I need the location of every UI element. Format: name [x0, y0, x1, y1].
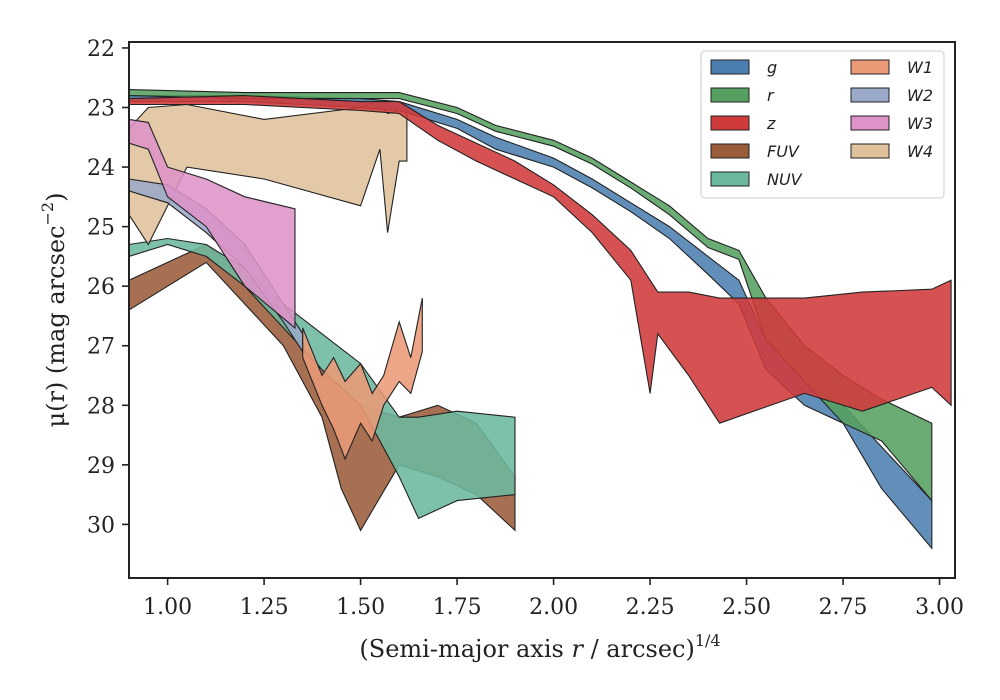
plot-frame: [128, 41, 956, 579]
x-axis-label: (Semi-major axis r / arcsec)1/4: [359, 631, 720, 663]
y-axis-label: μ(r) (mag arcsec−2): [38, 193, 70, 428]
legend-label-w1: W1: [907, 58, 933, 77]
series-band-w1: [302, 297, 423, 461]
x-axis: 1.00 1.25 1.50 1.75 2.00 2.25 2.50 2.75 3.00: [143, 578, 964, 620]
legend-label-w4: W4: [907, 142, 933, 161]
series-band-w3: [129, 118, 296, 330]
y-tick-label: 26: [87, 275, 115, 300]
y-tick-label: 24: [87, 156, 115, 181]
series-band-z: [129, 95, 952, 424]
y-axis: 22 23 24 25 26 27 28 29 30: [87, 37, 129, 538]
legend-swatch-w3: [850, 115, 890, 131]
series-band-w4: [129, 100, 408, 246]
y-tick-label: 30: [87, 513, 115, 538]
legend-label-nuv: NUV: [767, 170, 803, 189]
legend-swatch-w1: [850, 59, 890, 75]
x-tick-label: 2.50: [722, 595, 771, 620]
y-tick-label: 23: [87, 97, 115, 122]
y-tick-label: 27: [87, 335, 115, 360]
legend-label-w2: W2: [907, 86, 933, 105]
x-tick-label: 2.00: [529, 595, 578, 620]
x-tick-label: 3.00: [915, 595, 964, 620]
legend-label-w3: W3: [907, 114, 933, 133]
x-tick-label: 1.00: [143, 595, 192, 620]
x-tick-label: 1.50: [336, 595, 385, 620]
legend-swatch-nuv: [710, 171, 750, 187]
legend-swatch-z: [710, 115, 750, 131]
x-tick-label: 2.25: [626, 595, 675, 620]
legend-label-g: g: [767, 58, 777, 77]
plot-area: [129, 89, 952, 550]
y-tick-label: 22: [87, 37, 115, 62]
series-band-g: [129, 95, 933, 550]
y-tick-label: 25: [87, 216, 115, 241]
y-tick-label: 29: [87, 454, 115, 479]
legend-swatch-w2: [850, 87, 890, 103]
legend: grz FUV NUV W1 W2 W3 W4: [700, 50, 945, 199]
legend-label-fuv: FUV: [767, 142, 800, 161]
series-band-r: [129, 89, 933, 503]
legend-swatch-r: [710, 87, 750, 103]
legend-label-z: z: [766, 114, 776, 133]
legend-swatch-fuv: [710, 143, 750, 159]
legend-label-r: r: [767, 86, 775, 105]
y-tick-label: 28: [87, 394, 115, 419]
legend-swatch-g: [710, 59, 750, 75]
x-tick-label: 2.75: [819, 595, 868, 620]
x-tick-label: 1.75: [433, 595, 482, 620]
legend-swatch-w4: [850, 143, 890, 159]
x-tick-label: 1.25: [240, 595, 289, 620]
